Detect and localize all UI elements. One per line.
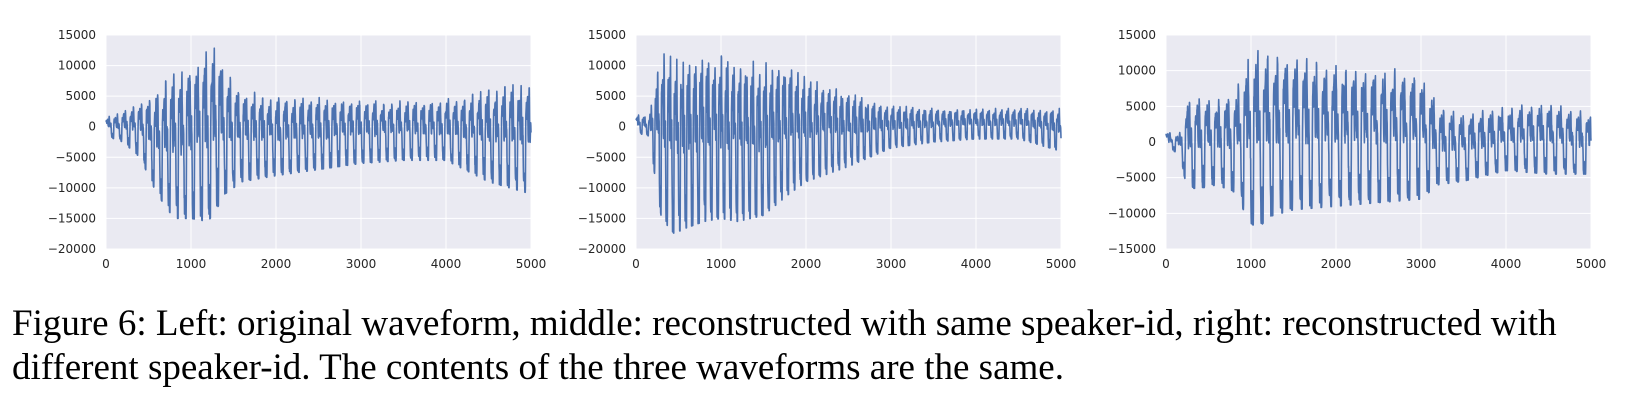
y-tick-label: 15000 (1118, 28, 1156, 42)
x-tick-label: 2000 (1321, 257, 1352, 271)
y-tick-label: 15000 (58, 28, 96, 42)
y-tick-label: −5000 (55, 150, 96, 164)
figure: 0 1000 2000 3000 4000 5000 −20000 −15000 −10000 −… (48, 28, 1607, 271)
waveform-panel-right: 0 1000 2000 3000 4000 5000 −15000 −10000 −5000 0 5… (1108, 28, 1607, 271)
y-tick-label: 10000 (58, 59, 96, 73)
y-tick-label: −5000 (1115, 171, 1156, 185)
figure-canvas: 0 1000 2000 3000 4000 5000 −20000 −15000 −10000 −… (48, 28, 1607, 271)
y-tick-label: −10000 (48, 181, 96, 195)
x-tick-label: 5000 (1046, 257, 1077, 271)
y-tick-label: 0 (618, 120, 626, 134)
x-tick-label: 4000 (1491, 257, 1522, 271)
x-tick-label: 4000 (961, 257, 992, 271)
x-tick-label: 5000 (516, 257, 547, 271)
figure-caption: Figure 6: Left: original waveform, middl… (12, 303, 1557, 388)
y-tick-label: 10000 (1118, 64, 1156, 78)
x-tick-label: 3000 (1406, 257, 1437, 271)
y-tick-label: −20000 (48, 242, 96, 256)
y-tick-label: −15000 (48, 211, 96, 225)
x-tick-label: 5000 (1576, 257, 1607, 271)
waveform-panel-middle: 0 1000 2000 3000 4000 5000 −20000 −15000 −10000 −… (578, 28, 1077, 271)
y-tick-label: −20000 (578, 242, 626, 256)
y-tick-label: −15000 (1108, 242, 1156, 256)
x-tick-label: 0 (1162, 257, 1170, 271)
y-tick-label: 5000 (1125, 99, 1156, 113)
x-tick-label: 1000 (1236, 257, 1267, 271)
x-tick-label: 0 (632, 257, 640, 271)
waveform-line (105, 47, 532, 222)
x-tick-label: 2000 (261, 257, 292, 271)
x-tick-label: 3000 (876, 257, 907, 271)
x-tick-label: 3000 (346, 257, 377, 271)
y-tick-label: −10000 (1108, 206, 1156, 220)
y-tick-label: −5000 (585, 150, 626, 164)
y-tick-label: 10000 (588, 59, 626, 73)
x-tick-label: 2000 (791, 257, 822, 271)
y-tick-label: −15000 (578, 211, 626, 225)
y-tick-label: −10000 (578, 181, 626, 195)
y-tick-label: 5000 (65, 89, 96, 103)
waveform-panel-left: 0 1000 2000 3000 4000 5000 −20000 −15000 −10000 −… (48, 28, 547, 271)
x-tick-label: 1000 (176, 257, 207, 271)
y-tick-label: 15000 (588, 28, 626, 42)
x-tick-label: 0 (102, 257, 110, 271)
y-tick-label: 5000 (595, 89, 626, 103)
x-tick-label: 1000 (706, 257, 737, 271)
y-tick-label: 0 (88, 120, 96, 134)
y-tick-label: 0 (1148, 135, 1156, 149)
x-tick-label: 4000 (431, 257, 462, 271)
waveform-line (1165, 49, 1592, 226)
waveform-line (635, 53, 1062, 234)
